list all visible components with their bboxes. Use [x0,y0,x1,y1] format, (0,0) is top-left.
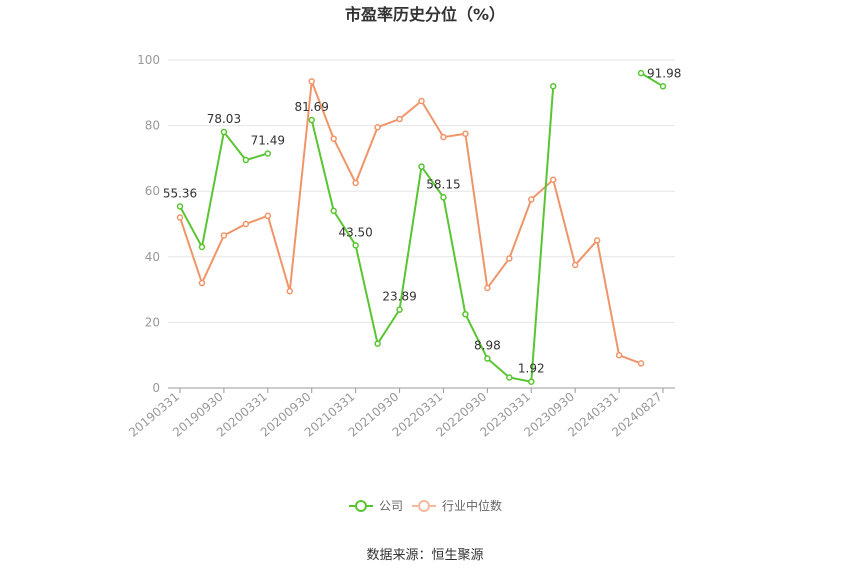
data-point-1 [352,179,359,187]
y-tick-label: 100 [137,53,160,67]
data-point-1 [374,123,381,131]
grid [168,59,675,323]
y-tick-label: 80 [145,119,160,133]
data-point-0 [242,156,250,164]
data-point-0 [659,83,667,90]
y-tick-label: 40 [145,250,160,264]
legend-marker [418,500,430,512]
data-point-0 [198,243,206,251]
y-tick-label: 20 [145,315,160,329]
legend-label: 行业中位数 [442,498,502,513]
data-point-1 [615,351,623,359]
data-point-0 [374,340,381,347]
data-point-0 [220,128,228,136]
data-point-0 [440,194,447,201]
data-point-1 [593,237,601,244]
data-point-0 [176,203,184,210]
legend-item-1[interactable]: 行业中位数 [412,498,502,513]
legend[interactable]: 公司 行业中位数 [349,498,502,513]
series-line-0 [640,72,664,88]
data-point-1 [264,212,272,220]
data-label: 1.92 [518,362,545,376]
series-line-0 [310,86,555,383]
data-point-1 [418,97,425,105]
data-point-0 [637,69,645,77]
data-point-0 [264,150,272,157]
y-tick-label: 60 [145,184,160,198]
data-label: 55.36 [163,186,197,200]
data-point-1 [462,130,469,138]
data-point-0 [352,242,359,249]
data-point-1 [330,135,337,142]
legend-item-0[interactable]: 公司 [349,499,403,513]
data-point-0 [396,306,403,313]
data-label: 71.49 [251,134,285,148]
chart-title: 市盈率历史分位（%） [345,5,505,24]
series-line-1 [179,80,642,365]
data-label: 81.69 [295,100,329,114]
data-point-1 [506,255,513,262]
data-point-0 [528,378,535,385]
data-point-1 [549,176,557,183]
data-point-1 [571,261,579,269]
source-note: 数据来源：恒生聚源 [366,548,483,563]
data-point-0 [330,207,337,215]
data-point-1 [308,78,315,85]
data-label: 43.50 [338,225,372,239]
data-point-0 [549,82,557,90]
legend-marker [355,500,367,512]
y-tick-label: 0 [152,381,160,395]
data-label: 58.15 [426,177,460,191]
data-point-1 [176,214,184,221]
data-point-1 [286,287,294,295]
data-label: 78.03 [207,112,241,126]
data-label: 91.98 [647,66,681,80]
data-labels: 55.36 78.03 71.49 81.69 43.50 23.89 58.15 8.98 1… [163,66,682,375]
data-point-1 [198,279,206,287]
legend-label: 公司 [379,499,403,513]
data-point-0 [308,116,315,124]
data-point-0 [462,310,469,318]
series [176,69,667,385]
data-point-1 [242,220,250,228]
data-label: 8.98 [474,339,501,353]
data-point-1 [220,232,228,239]
data-point-1 [528,196,535,203]
data-point-0 [506,374,513,381]
data-label: 23.89 [382,290,416,304]
data-point-0 [484,355,491,362]
data-point-1 [484,284,491,292]
data-point-1 [396,115,403,123]
data-point-1 [440,133,447,141]
data-point-0 [418,163,425,170]
data-point-1 [637,360,645,367]
